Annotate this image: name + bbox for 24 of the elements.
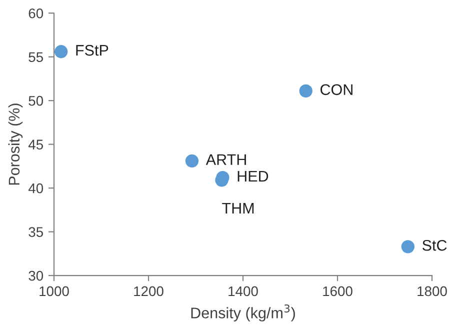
point — [299, 84, 312, 98]
point — [401, 240, 414, 254]
y-tick-label: 35 — [28, 227, 44, 237]
y-tick-label: 45 — [28, 140, 44, 150]
annotation: HED — [238, 170, 268, 182]
annotation: CON — [320, 84, 352, 96]
y-tick-label: 55 — [28, 52, 44, 62]
y-tick-label: 30 — [28, 270, 44, 281]
x-tick-label: 1800 — [418, 286, 447, 296]
annotation: ARTH — [206, 154, 246, 165]
annotation: FStP — [76, 44, 108, 56]
y-tick-label: 60 — [28, 8, 44, 18]
annotation: THM — [222, 202, 254, 214]
x-axis-title: Density (kg/m$^{3}$) — [191, 304, 295, 322]
y-tick-label: 40 — [28, 183, 44, 194]
point — [54, 45, 68, 58]
x-tick-label: 1400 — [228, 286, 258, 296]
x-tick-label: 1600 — [323, 286, 352, 296]
x-tick-label: 1000 — [40, 286, 69, 296]
x-tick-label: 1200 — [134, 286, 164, 296]
point — [185, 154, 199, 168]
annotation: StC — [422, 240, 447, 251]
y-tick-label: 50 — [28, 96, 44, 106]
y-axis-title: Porosity (%) — [8, 104, 23, 185]
